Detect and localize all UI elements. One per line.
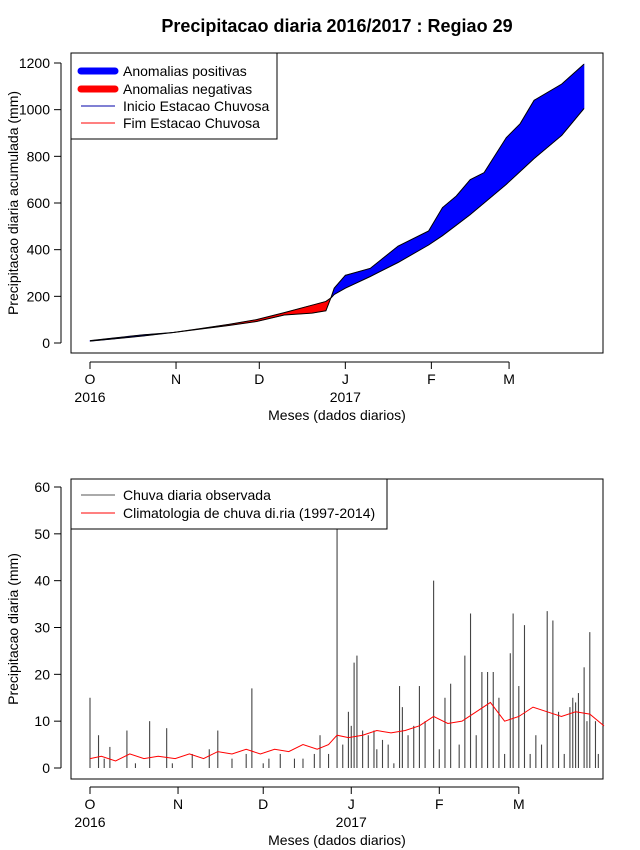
climatology-daily-line bbox=[89, 701, 605, 762]
legend-box-bottom bbox=[70, 478, 388, 530]
y-axis-top: 0 200 400 600 800 1000 1200 bbox=[19, 55, 62, 351]
bottom-x-year-label: 2017 bbox=[336, 814, 367, 830]
top-y-tick-label: 400 bbox=[27, 242, 51, 258]
legend-label-observed: Chuva diaria observada bbox=[123, 487, 271, 503]
y-axis-bottom: 0 10 20 30 40 50 60 bbox=[34, 479, 62, 776]
bottom-y-tick-label: 40 bbox=[34, 573, 50, 589]
top-x-tick-label: M bbox=[503, 371, 515, 387]
x-axis-label-bottom: Meses (dados diarios) bbox=[268, 832, 406, 848]
bottom-y-tick-label: 10 bbox=[34, 713, 50, 729]
x-axis-top: O 2016 N D J 2017 F M bbox=[74, 361, 515, 405]
top-x-tick-label: N bbox=[171, 371, 181, 387]
bottom-y-tick-label: 0 bbox=[42, 760, 50, 776]
climatology-line-group bbox=[89, 701, 605, 762]
x-axis-label-top: Meses (dados diarios) bbox=[268, 407, 406, 423]
y-axis-label-top: Precipitacao diaria acumulada (mm) bbox=[5, 91, 21, 315]
bottom-x-tick-label: D bbox=[258, 796, 268, 812]
top-y-tick-label: 1000 bbox=[19, 102, 50, 118]
plot-border-top bbox=[70, 52, 604, 354]
y-axis-label-bottom: Precipitacao diaria (mm) bbox=[5, 553, 21, 705]
bottom-x-tick-label: O bbox=[85, 796, 96, 812]
top-x-tick-label: F bbox=[427, 371, 436, 387]
top-y-tick-label: 200 bbox=[27, 288, 51, 304]
legend-top: Anomalias positivas Anomalias negativas … bbox=[70, 52, 278, 140]
anomaly-segment bbox=[397, 230, 429, 264]
bottom-y-tick-label: 50 bbox=[34, 526, 50, 542]
legend-label-season-start: Inicio Estacao Chuvosa bbox=[123, 98, 270, 114]
top-y-tick-label: 600 bbox=[27, 195, 51, 211]
top-x-tick-label: O bbox=[85, 371, 96, 387]
panel-daily: 0 10 20 30 40 50 60 O 2016 N D J 2017 F M Meses (dado… bbox=[5, 478, 605, 848]
bottom-x-tick-label: F bbox=[435, 796, 444, 812]
anomaly-segment bbox=[456, 178, 471, 226]
top-y-tick-label: 800 bbox=[27, 148, 51, 164]
legend-label-negative: Anomalias negativas bbox=[123, 81, 252, 97]
legend-bottom: Chuva diaria observada Climatologia de c… bbox=[70, 478, 388, 530]
top-x-tick-label: D bbox=[254, 371, 264, 387]
legend-label-season-end: Fim Estacao Chuvosa bbox=[123, 115, 260, 131]
anomaly-segment bbox=[428, 206, 443, 246]
top-x-tick-label: J bbox=[342, 371, 349, 387]
bottom-x-tick-label: N bbox=[173, 796, 183, 812]
chart-title: Precipitacao diaria 2016/2017 : Regiao 2… bbox=[161, 16, 512, 36]
bottom-x-year-label: 2016 bbox=[74, 814, 105, 830]
bottom-y-tick-label: 20 bbox=[34, 666, 50, 682]
anomaly-segment bbox=[370, 245, 399, 277]
bottom-x-tick-label: M bbox=[513, 796, 525, 812]
observed-cumulative-line bbox=[89, 63, 585, 342]
legend-box-top bbox=[70, 52, 278, 140]
bottom-x-tick-label: J bbox=[348, 796, 355, 812]
anomaly-segment bbox=[561, 63, 585, 137]
top-y-tick-label: 1200 bbox=[19, 55, 50, 71]
cumulative-lines bbox=[89, 63, 585, 342]
x-axis-bottom: O 2016 N D J 2017 F M bbox=[74, 786, 525, 830]
top-x-year-label: 2017 bbox=[330, 389, 361, 405]
anomaly-segment bbox=[505, 122, 521, 186]
bottom-y-tick-label: 60 bbox=[34, 479, 50, 495]
top-x-year-label: 2016 bbox=[74, 389, 105, 405]
top-y-tick-label: 0 bbox=[42, 335, 50, 351]
bottom-y-tick-label: 30 bbox=[34, 620, 50, 636]
daily-bars bbox=[89, 529, 599, 768]
legend-label-positive: Anomalias positivas bbox=[123, 63, 247, 79]
legend-label-climatology: Climatologia de chuva di.ria (1997-2014) bbox=[123, 505, 375, 521]
panel-cumulative: 0 200 400 600 800 1000 1200 O 2016 N D J 2017 F M Mes… bbox=[5, 52, 604, 423]
